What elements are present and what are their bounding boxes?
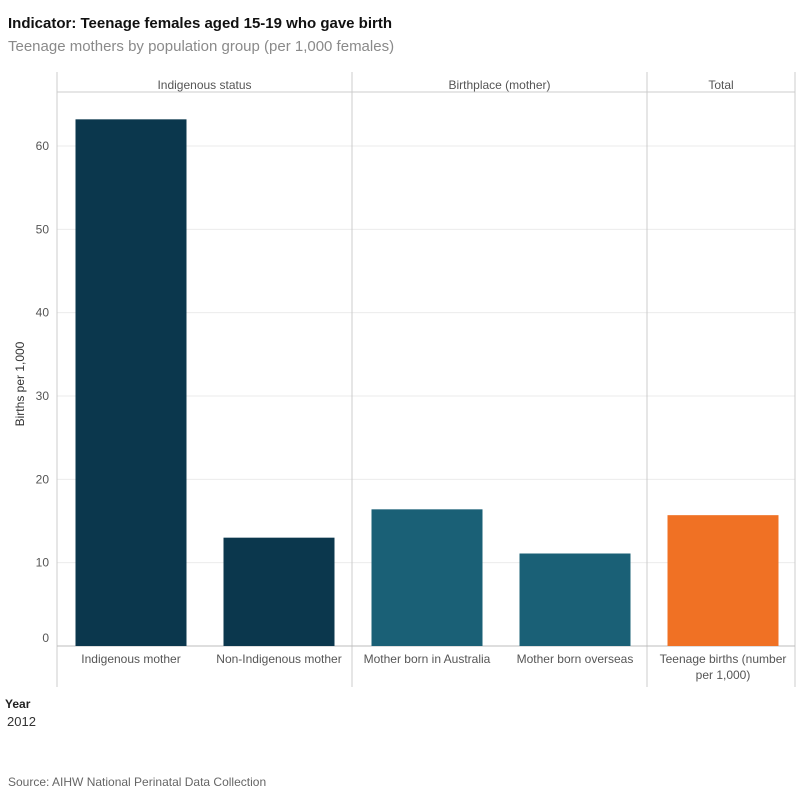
year-filter-label: Year: [5, 697, 31, 711]
panel-header-label: Birthplace (mother): [448, 78, 550, 92]
x-tick-label: Mother born overseas: [517, 652, 634, 666]
y-tick-label: 30: [36, 389, 50, 403]
panel-header-label: Indigenous status: [157, 78, 251, 92]
panel-header-label: Total: [708, 78, 733, 92]
bar: [223, 537, 335, 646]
bar: [519, 553, 631, 646]
y-tick-label: 10: [36, 556, 50, 570]
x-tick-label: Indigenous mother: [81, 652, 180, 666]
y-tick-label: 20: [36, 472, 50, 486]
y-tick-label: 0: [42, 631, 49, 645]
y-axis-label: Births per 1,000: [13, 341, 27, 426]
x-tick-label: per 1,000): [696, 668, 751, 682]
y-tick-label: 50: [36, 222, 50, 236]
bar-chart: 0 10 20 30 40 50 60 Births per 1,000 Indigenous …: [13, 72, 796, 687]
x-tick-label: Teenage births (number: [660, 652, 787, 666]
y-tick-label: 40: [36, 306, 50, 320]
bar: [667, 515, 779, 646]
chart-title: Indicator: Teenage females aged 15-19 wh…: [8, 15, 393, 32]
bar: [75, 119, 187, 647]
source-note: Source: AIHW National Perinatal Data Col…: [8, 775, 267, 789]
x-tick-label: Mother born in Australia: [364, 652, 491, 666]
chart-subtitle: Teenage mothers by population group (per…: [8, 38, 395, 55]
y-tick-label: 60: [36, 139, 50, 153]
year-filter-value[interactable]: 2012: [7, 714, 36, 729]
x-tick-label: Non-Indigenous mother: [216, 652, 341, 666]
bar: [371, 509, 483, 646]
